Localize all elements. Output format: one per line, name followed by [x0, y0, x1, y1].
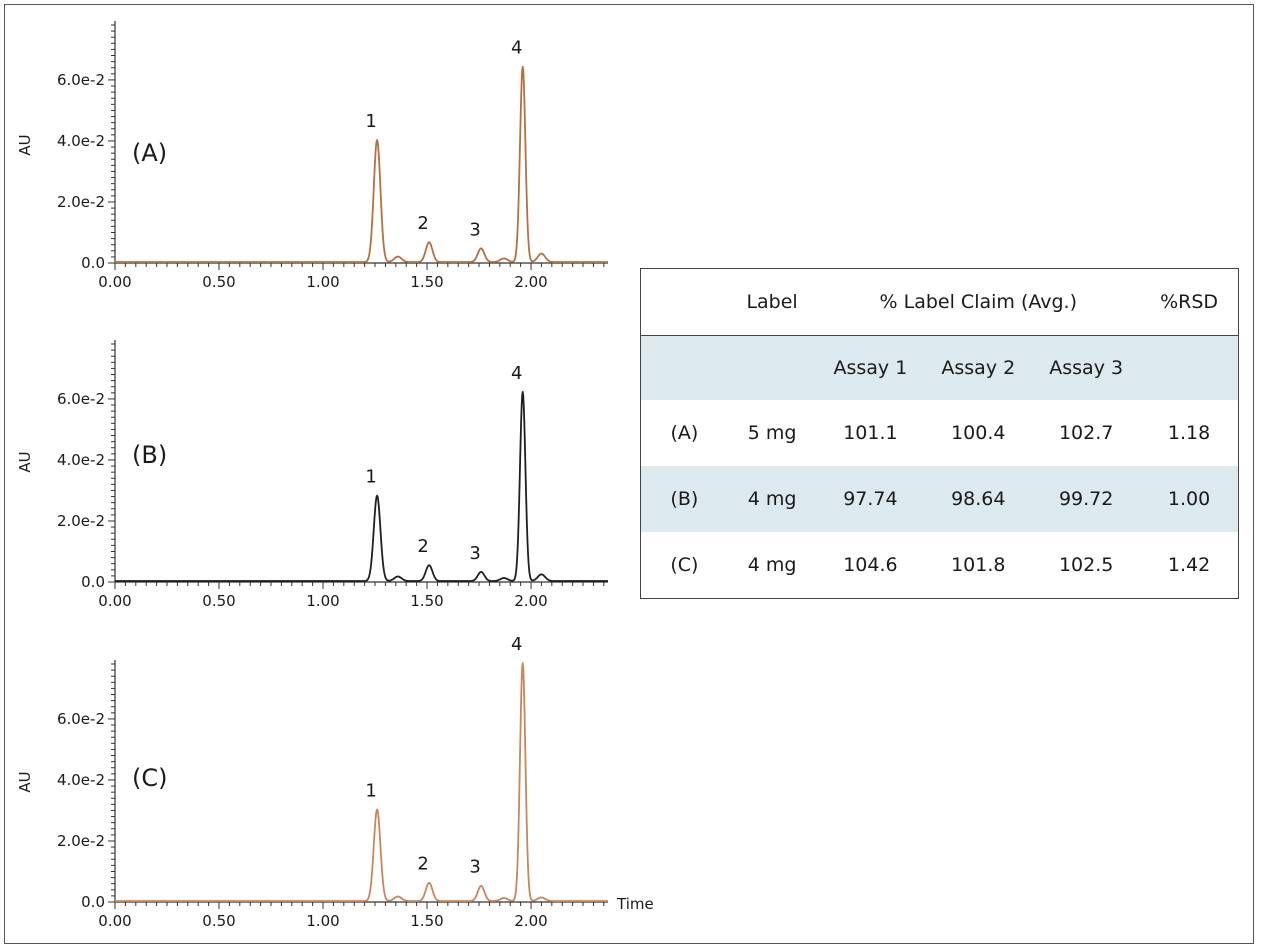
table-header-row: Label % Label Claim (Avg.) %RSD [641, 269, 1239, 336]
cell-sample: (B) [640, 466, 728, 532]
subheader-assay-2: Assay 2 [924, 335, 1033, 400]
chromatogram-trace [114, 65, 609, 263]
header-rsd: %RSD [1160, 291, 1219, 313]
table-row: (B) 4 mg 97.74 98.64 99.72 1.00 [640, 466, 1239, 532]
chromatogram-panel-b: AU (B) 0.00 0.50 1.00 1.50 2.00 0.0 2.0e-2 4.0e… [16, 340, 609, 610]
subheader-empty [1140, 335, 1239, 400]
peak-label-2: 2 [417, 536, 428, 557]
y-tick-label: 2.0e-2 [57, 512, 105, 530]
y-tick-label: 4.0e-2 [57, 771, 105, 789]
peak-label-3: 3 [469, 219, 480, 240]
x-tick-label: 0.00 [98, 592, 131, 610]
y-tick-label: 0.0 [81, 893, 105, 911]
x-tick-label: 0.50 [202, 273, 235, 291]
y-tick-label: 0.0 [81, 573, 105, 591]
y-tick-label: 4.0e-2 [57, 451, 105, 469]
cell-rsd: 1.42 [1167, 554, 1211, 576]
x-tick-label: 0.00 [98, 912, 131, 930]
cell-label: 4 mg [747, 554, 797, 576]
x-tick-label: 0.50 [202, 912, 235, 930]
cell-assay-1: 104.6 [843, 554, 898, 576]
peak-label-4: 4 [511, 38, 522, 59]
y-tick-label: 0.0 [81, 254, 105, 272]
panel-label: (B) [132, 441, 167, 469]
x-tick-label: 2.00 [514, 912, 547, 930]
subheader-empty [727, 335, 817, 400]
subheader-assay-1: Assay 1 [816, 335, 925, 400]
cell-assay-2: 98.64 [924, 466, 1033, 532]
table-row: (C) 4 mg 104.6 101.8 102.5 1.42 [641, 532, 1239, 599]
header-sample [641, 269, 728, 336]
x-axis-title: Time [616, 895, 654, 913]
cell-assay-3: 102.7 [1058, 422, 1114, 444]
panel-label: (C) [132, 764, 167, 792]
label-claim-table: Label % Label Claim (Avg.) %RSD Assay 1 … [640, 268, 1239, 599]
y-axis-title: AU [16, 451, 34, 472]
peak-label-3: 3 [469, 543, 480, 564]
cell-assay-1: 101.1 [843, 422, 898, 444]
y-tick-label: 2.0e-2 [57, 832, 105, 850]
figure-frame [4, 4, 1254, 944]
header-label: Label [746, 291, 798, 313]
cell-label: 4 mg [727, 466, 817, 532]
peak-label-1: 1 [365, 780, 376, 801]
header-label-claim: % Label Claim (Avg.) [879, 291, 1078, 313]
peak-label-3: 3 [469, 857, 480, 878]
x-tick-label: 1.00 [306, 912, 339, 930]
peak-label-4: 4 [511, 634, 522, 655]
cell-rsd: 1.00 [1140, 466, 1239, 532]
y-tick-label: 6.0e-2 [57, 71, 105, 89]
x-tick-label: 1.00 [306, 592, 339, 610]
cell-label: 5 mg [747, 422, 797, 444]
x-tick-label: 2.00 [514, 273, 547, 291]
cell-assay-2: 100.4 [951, 422, 1006, 444]
chromatogram-panel-a: AU (A) 0.00 0.50 1.00 1.50 2.00 0.0 2.0e-2 4.0e… [16, 21, 609, 291]
y-axis-title: AU [16, 771, 34, 792]
cell-sample: (A) [670, 422, 699, 444]
panel-label: (A) [132, 139, 167, 167]
cell-assay-3: 99.72 [1032, 466, 1141, 532]
y-tick-label: 4.0e-2 [57, 132, 105, 150]
x-tick-label: 1.00 [306, 273, 339, 291]
x-tick-label: 1.50 [410, 912, 443, 930]
y-axis-title: AU [16, 134, 34, 155]
cell-rsd: 1.18 [1167, 422, 1211, 444]
peak-label-1: 1 [365, 111, 376, 132]
cell-assay-3: 102.5 [1058, 554, 1114, 576]
y-tick-label: 6.0e-2 [57, 710, 105, 728]
x-tick-label: 0.00 [98, 273, 131, 291]
peak-label-2: 2 [417, 213, 428, 234]
cell-assay-2: 101.8 [951, 554, 1006, 576]
cell-sample: (C) [670, 554, 699, 576]
x-tick-label: 0.50 [202, 592, 235, 610]
peak-label-4: 4 [511, 363, 522, 384]
cell-assay-1: 97.74 [816, 466, 925, 532]
table-subheader-row: Assay 1 Assay 2 Assay 3 [640, 335, 1239, 400]
subheader-assay-3: Assay 3 [1032, 335, 1141, 400]
y-tick-label: 6.0e-2 [57, 390, 105, 408]
x-tick-label: 1.50 [410, 592, 443, 610]
chromatogram-trace [114, 391, 609, 582]
chromatogram-panel-c: AU (C) Time 0.00 0.50 1.00 1.50 2.00 0.0 2.0e-… [16, 634, 654, 930]
x-tick-label: 1.50 [410, 273, 443, 291]
table-row: (A) 5 mg 101.1 100.4 102.7 1.18 [641, 400, 1239, 466]
peak-label-1: 1 [365, 467, 376, 488]
chromatogram-trace [114, 662, 609, 902]
subheader-empty [640, 335, 728, 400]
y-tick-label: 2.0e-2 [57, 193, 105, 211]
x-tick-label: 2.00 [514, 592, 547, 610]
peak-label-2: 2 [417, 854, 428, 875]
